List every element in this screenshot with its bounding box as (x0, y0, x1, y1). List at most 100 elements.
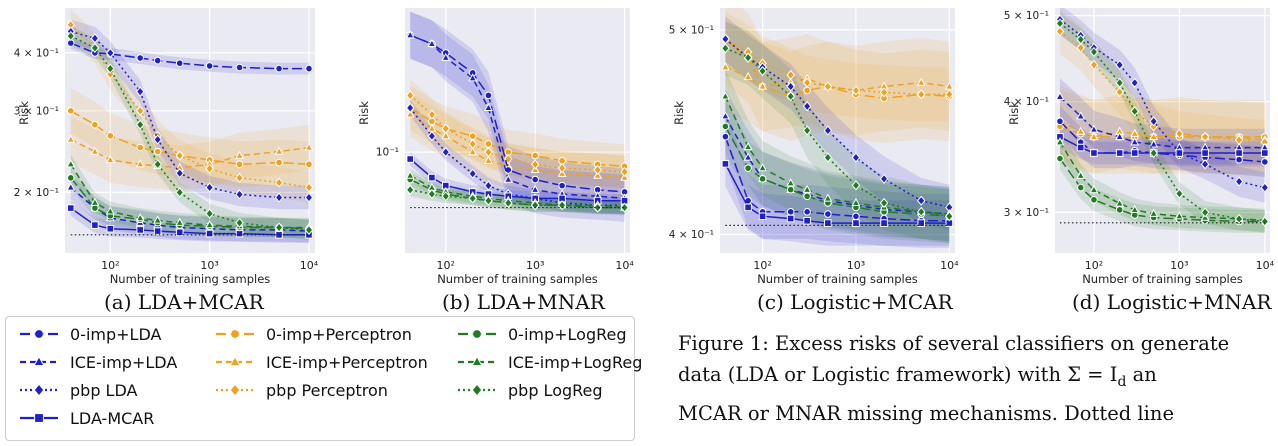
band-0-imp-lda (70, 37, 309, 75)
legend-marker (471, 355, 483, 367)
point-ice-imp-logreg (405, 170, 415, 179)
point-0-imp-perceptron (91, 120, 99, 129)
band-0-imp-lda (725, 109, 950, 248)
point-0-imp-logreg (721, 122, 730, 131)
point-ice-imp-logreg (743, 142, 753, 151)
point-ice-imp-perceptron (944, 81, 954, 90)
legend-item-lda-mcar: LDA-MCAR (18, 407, 154, 429)
legend-label: 0-imp+Perceptron (266, 324, 412, 344)
band-ice-imp-lda (1060, 78, 1265, 167)
point-lda-mcar (917, 219, 926, 227)
point-0-imp-lda (153, 56, 162, 65)
point-pbp-perceptron (879, 87, 889, 98)
legend-marker (229, 355, 241, 367)
point-0-imp-logreg (758, 175, 767, 183)
point-lda-mcar (721, 160, 730, 168)
point-pbp-logreg (620, 202, 629, 213)
point-ice-imp-lda (66, 182, 76, 191)
point-pbp-logreg (823, 152, 833, 163)
point-pbp-lda (135, 86, 145, 97)
point-pbp-lda (916, 195, 926, 206)
point-pbp-perceptron (205, 163, 214, 174)
point-pbp-lda (153, 134, 162, 145)
series-line-ice-imp-logreg (70, 163, 309, 229)
point-pbp-logreg (175, 187, 185, 198)
subcaption-a: (a) LDA+MCAR (104, 290, 264, 314)
series-line-ice-imp-perceptron (409, 113, 625, 179)
point-pbp-logreg (1076, 34, 1086, 45)
legend-swatch (458, 383, 496, 397)
x-axis-label: Number of training samples (110, 272, 271, 286)
legend-item-pbp-logreg: pbp LogReg (456, 379, 603, 401)
point-ice-imp-perceptron (1130, 128, 1140, 137)
point-pbp-logreg (945, 211, 954, 222)
point-0-imp-perceptron (468, 132, 477, 140)
point-0-imp-perceptron (484, 140, 493, 148)
point-pbp-perceptron (441, 123, 451, 134)
point-lda-mcar (153, 227, 162, 235)
band-ice-imp-perceptron (725, 22, 950, 136)
point-lda-mcar (880, 219, 888, 227)
point-pbp-lda (468, 168, 477, 179)
point-lda-mcar (803, 217, 811, 225)
point-pbp-perceptron (557, 162, 567, 174)
point-pbp-logreg (1200, 207, 1210, 218)
point-pbp-perceptron (405, 90, 415, 101)
legend-label: pbp LDA (70, 380, 138, 400)
point-pbp-lda (786, 81, 795, 92)
point-pbp-perceptron (620, 166, 629, 177)
series-line-0-imp-perceptron (724, 38, 950, 100)
point-ice-imp-lda (483, 102, 493, 112)
point-ice-imp-perceptron (105, 154, 115, 164)
point-0-imp-lda (205, 62, 214, 70)
legend-swatch (216, 383, 254, 397)
legend-label: ICE-imp+Perceptron (266, 352, 428, 372)
point-pbp-lda (1260, 182, 1270, 193)
point-lda-mcar (1235, 149, 1243, 157)
series-line-ice-imp-lda (70, 186, 310, 232)
point-pbp-lda (1115, 59, 1124, 70)
series-line-pbp-logreg (1059, 22, 1265, 223)
subcaption-d: (d) Logistic+MNAR (1072, 290, 1272, 314)
point-ice-imp-lda (503, 174, 513, 183)
band-lda-mcar (70, 200, 309, 243)
point-lda-mcar (744, 203, 752, 212)
point-ice-imp-lda (1055, 91, 1065, 100)
band-pbp-perceptron (1060, 8, 1265, 165)
point-pbp-logreg (503, 197, 513, 209)
point-pbp-logreg (468, 193, 477, 204)
band-ice-imp-lda (725, 89, 950, 242)
point-ice-imp-lda (530, 184, 540, 193)
point-0-imp-logreg (1076, 183, 1085, 192)
point-pbp-logreg (593, 202, 602, 213)
point-ice-imp-lda (1089, 124, 1099, 133)
point-lda-mcar (106, 224, 115, 233)
point-pbp-perceptron (530, 159, 540, 170)
point-lda-mcar (824, 219, 832, 227)
y-tick-label: 4 × 10⁻¹ (1004, 96, 1049, 108)
legend-swatch (20, 329, 58, 339)
point-pbp-logreg (1115, 77, 1124, 88)
point-pbp-logreg (1055, 18, 1065, 29)
band-pbp-lda (725, 16, 950, 230)
point-lda-mcar (786, 214, 795, 223)
point-pbp-logreg (916, 206, 926, 217)
x-tick-label: 10³ (200, 259, 218, 272)
series-line-pbp-perceptron (409, 94, 625, 173)
point-ice-imp-perceptron (90, 146, 100, 155)
caption-line-1: Figure 1: Excess risks of several classi… (678, 332, 1230, 355)
point-ice-imp-logreg (1130, 204, 1140, 213)
point-pbp-logreg (1149, 147, 1158, 159)
point-pbp-lda (879, 173, 889, 184)
legend-label: 0-imp+LogReg (508, 324, 627, 344)
point-pbp-lda (484, 180, 493, 191)
x-tick-label: 10⁴ (615, 259, 634, 272)
point-0-imp-perceptron (66, 107, 75, 115)
point-pbp-perceptron (786, 69, 795, 80)
legend-label: pbp LogReg (508, 380, 603, 400)
point-ice-imp-perceptron (720, 62, 730, 71)
legend-item-pbp-perceptron: pbp Perceptron (214, 379, 388, 401)
legend-label: LDA-MCAR (70, 408, 155, 428)
point-0-imp-perceptron (106, 131, 115, 140)
point-ice-imp-lda (427, 38, 437, 47)
